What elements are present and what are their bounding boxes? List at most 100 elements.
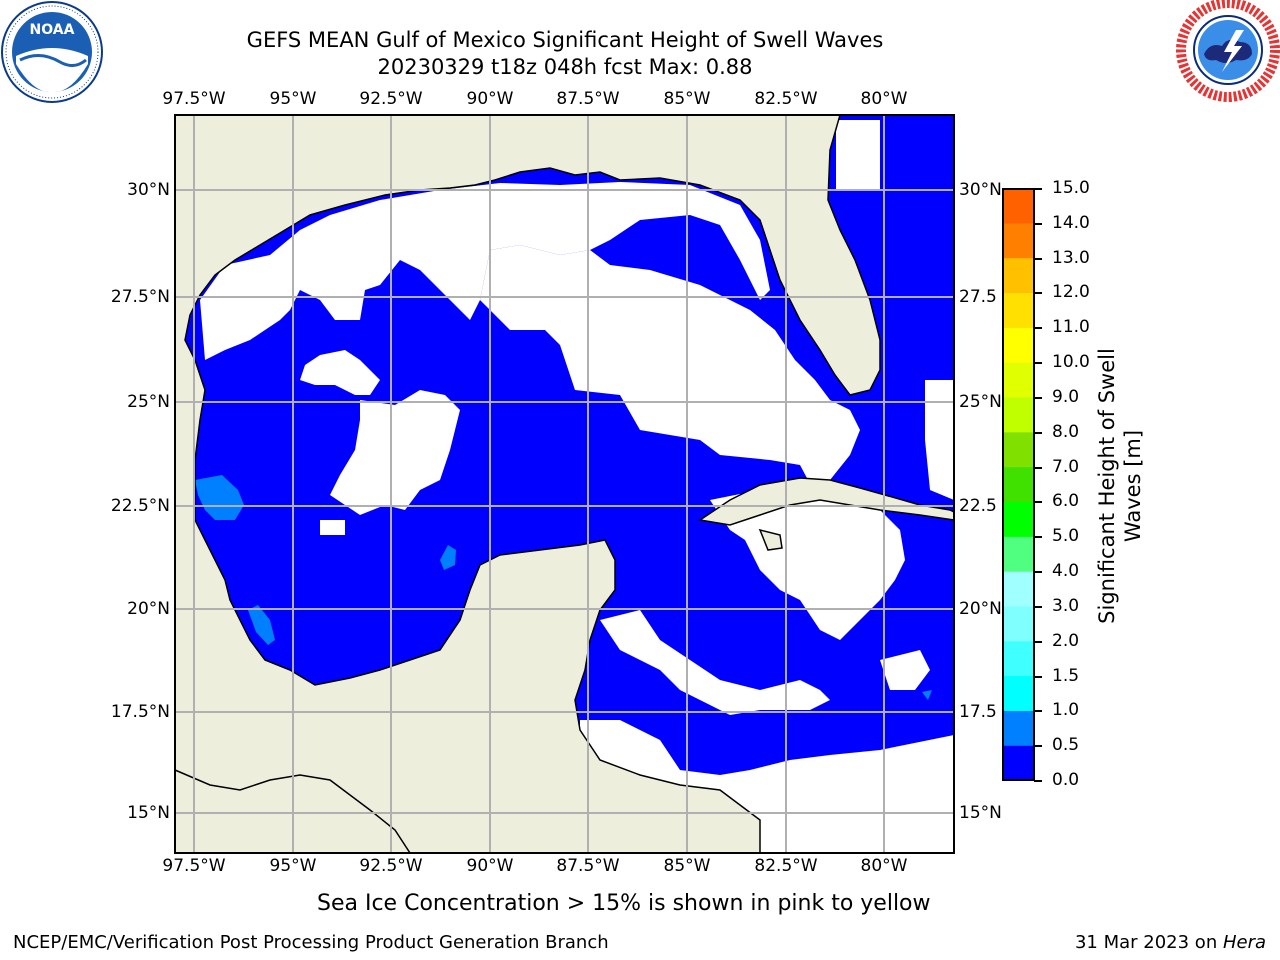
footer-date: 31 Mar 2023 on [1074,932,1223,953]
colorbar-tick-label: 1.5 [1052,665,1080,686]
colorbar-tick-mark [1034,780,1042,782]
colorbar-label-line2: Waves [m] [1121,429,1145,543]
colorbar-tick-label: 3.0 [1052,595,1080,616]
colorbar-segment [1003,745,1035,781]
noaa-logo-text: NOAA [30,22,75,38]
colorbar-tick-label: 0.5 [1052,735,1080,756]
footer-host: Hera [1222,932,1266,953]
colorbar-label-line1: Significant Height of Swell [1095,348,1119,624]
colorbar-tick-mark [1034,396,1042,399]
colorbar-tick-mark [1034,605,1042,608]
colorbar-tick-label: 2.0 [1052,630,1080,651]
lon-tick-top: 85°W [663,89,711,109]
colorbar-tick-mark [1034,362,1042,365]
lon-tick-top: 80°W [860,89,908,109]
lon-tick-bottom: 80°W [860,856,908,876]
lon-tick-bottom: 97.5°W [162,856,226,876]
lat-tick-right: 17.5 [959,702,997,722]
noaa-logo-icon: NOAA [1,1,103,103]
colorbar-tick-label: 11.0 [1052,317,1090,338]
colorbar-segment [1003,222,1035,259]
colorbar-tick-mark [1034,640,1042,643]
lon-tick-bottom: 85°W [663,856,711,876]
colorbar-segment [1003,605,1035,642]
colorbar-tick-mark [1034,675,1042,678]
lat-tick-right: 30°N [959,180,1002,200]
colorbar-tick-label: 0.0 [1052,770,1080,790]
lon-tick-bottom: 82.5°W [754,856,818,876]
colorbar-tick-mark [1034,431,1042,434]
sea-ice-note: Sea Ice Concentration > 15% is shown in … [317,891,931,916]
colorbar-segment [1003,536,1035,572]
colorbar [1002,188,1035,781]
colorbar-tick-label: 10.0 [1052,352,1090,373]
colorbar-tick-mark [1034,501,1042,504]
colorbar-tick-mark [1034,257,1042,260]
colorbar-segment [1003,501,1035,537]
colorbar-segment [1003,675,1035,711]
lon-tick-top: 95°W [269,89,317,109]
lat-tick-right: 25°N [959,392,1002,412]
lat-tick-left: 15°N [127,803,170,823]
lon-tick-top: 92.5°W [359,89,423,109]
colorbar-tick-mark [1034,222,1042,225]
colorbar-segment [1003,396,1035,433]
lat-tick-left: 25°N [127,392,170,412]
footer-right: 31 Mar 2023 on Hera [1075,932,1266,953]
map-frame [174,114,955,854]
lat-tick-right: 15°N [959,803,1002,823]
colorbar-segment [1003,571,1035,607]
colorbar-segment [1003,327,1035,363]
colorbar-tick-mark [1034,466,1042,469]
lon-tick-top: 87.5°W [556,89,620,109]
colorbar-segment [1003,466,1035,503]
lon-tick-top: 82.5°W [754,89,818,109]
lat-tick-right: 20°N [959,599,1002,619]
lat-tick-left: 30°N [127,180,170,200]
lat-tick-right: 22.5 [959,496,997,516]
lat-tick-left: 17.5°N [110,702,170,722]
colorbar-segment [1003,362,1035,398]
colorbar-segment [1003,257,1035,294]
lon-tick-bottom: 87.5°W [556,856,620,876]
lat-tick-left: 22.5°N [110,496,170,516]
colorbar-tick-label: 1.0 [1052,700,1080,721]
land-masses [175,115,954,853]
colorbar-tick-label: 4.0 [1052,561,1080,582]
colorbar-label: Significant Height of Swell Waves [m] [1094,296,1146,676]
colorbar-tick-label: 7.0 [1052,456,1080,477]
colorbar-tick-label: 8.0 [1052,421,1080,442]
colorbar-segment [1003,431,1035,468]
lon-tick-top: 97.5°W [162,89,226,109]
graticule [175,115,954,853]
colorbar-tick-label: 9.0 [1052,386,1080,407]
colorbar-segment [1003,188,1035,224]
plot-title-line2: 20230329 t18z 048h fcst Max: 0.88 [377,55,753,79]
plot-title-line1: GEFS MEAN Gulf of Mexico Significant Hei… [246,28,884,52]
colorbar-segment [1003,710,1035,746]
colorbar-tick-mark [1034,536,1042,539]
colorbar-tick-mark [1034,188,1042,190]
colorbar-segment [1003,292,1035,328]
colorbar-tick-label: 5.0 [1052,526,1080,547]
colorbar-tick-mark [1034,327,1042,330]
colorbar-tick-label: 13.0 [1052,247,1090,268]
colorbar-tick-label: 14.0 [1052,212,1090,233]
lon-tick-bottom: 90°W [466,856,514,876]
colorbar-tick-mark [1034,571,1042,574]
colorbar-tick-mark [1034,710,1042,713]
colorbar-tick-mark [1034,292,1042,295]
colorbar-tick-label: 6.0 [1052,491,1080,512]
lat-tick-left: 20°N [127,599,170,619]
colorbar-tick-mark [1034,745,1042,748]
lon-tick-top: 90°W [466,89,514,109]
national-weather-service-logo-icon [1176,0,1280,102]
lon-tick-bottom: 95°W [269,856,317,876]
footer-left: NCEP/EMC/Verification Post Processing Pr… [13,932,609,953]
lat-tick-left: 27.5°N [110,287,170,307]
colorbar-segment [1003,640,1035,677]
lon-tick-bottom: 92.5°W [359,856,423,876]
colorbar-tick-label: 12.0 [1052,282,1090,303]
colorbar-tick-label: 15.0 [1052,178,1090,198]
